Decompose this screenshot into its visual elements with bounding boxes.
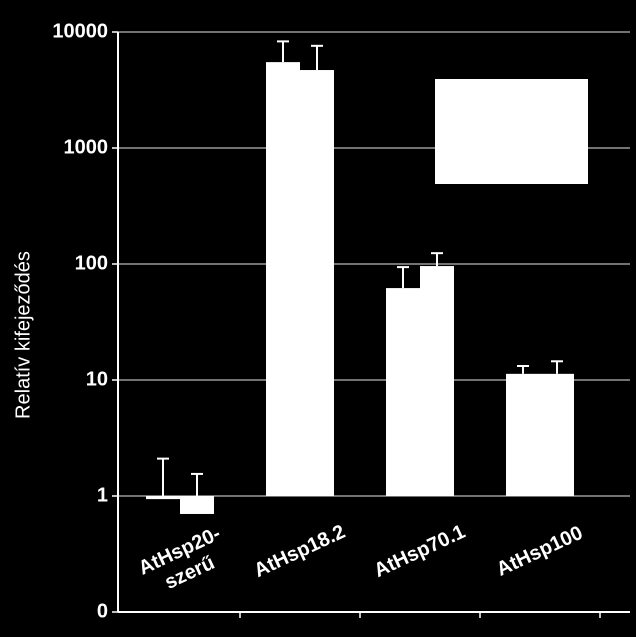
y-tick-label: 10000 bbox=[52, 20, 108, 42]
y-tick-label: 100 bbox=[75, 252, 108, 274]
y-axis-label: Relatív kifejeződés bbox=[12, 251, 34, 419]
y-tick-label: 0 bbox=[97, 600, 108, 622]
bar bbox=[506, 373, 540, 496]
bar bbox=[386, 288, 420, 496]
y-tick-label: 1 bbox=[97, 484, 108, 506]
bar bbox=[540, 373, 574, 496]
bar bbox=[300, 70, 334, 496]
legend bbox=[435, 79, 588, 184]
y-tick-label: 1000 bbox=[64, 136, 109, 158]
bar bbox=[420, 266, 454, 496]
bar bbox=[146, 496, 180, 500]
bar bbox=[180, 496, 214, 514]
bar bbox=[266, 62, 300, 497]
y-tick-label: 10 bbox=[86, 368, 108, 390]
